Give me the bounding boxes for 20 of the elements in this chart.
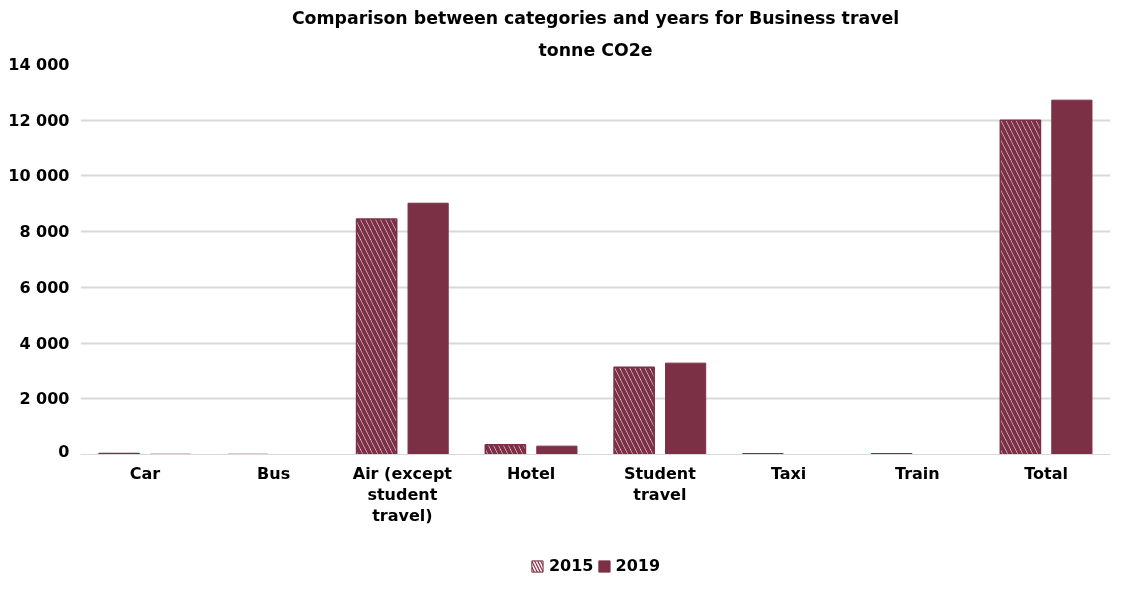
y-tick-label: 0: [58, 441, 70, 461]
legend-label: 2015: [548, 556, 594, 575]
chart-title: Comparison between categories and years for Business travel: [291, 7, 900, 28]
y-tick-label: 6 000: [19, 277, 70, 297]
y-tick-label: 10 000: [8, 166, 70, 186]
x-tick-label: Bus: [257, 464, 291, 484]
x-tick-label: Car: [129, 464, 161, 484]
x-tick-label: Air (except student travel): [352, 464, 453, 526]
chart-subtitle: tonne CO2e: [538, 39, 653, 60]
legend-label: 2019: [615, 556, 661, 575]
y-tick-label: 12 000: [8, 110, 70, 130]
y-tick-label: 8 000: [19, 222, 70, 242]
x-tick-label: Hotel: [506, 464, 556, 484]
x-tick-label: Student travel: [623, 464, 697, 505]
y-tick-label: 2 000: [19, 389, 70, 409]
x-tick-label: Total: [1024, 464, 1068, 484]
y-tick-label: 14 000: [8, 55, 70, 74]
x-tick-label: Train: [895, 464, 940, 484]
x-tick-label: Taxi: [770, 464, 807, 484]
y-tick-label: 4 000: [19, 333, 70, 353]
